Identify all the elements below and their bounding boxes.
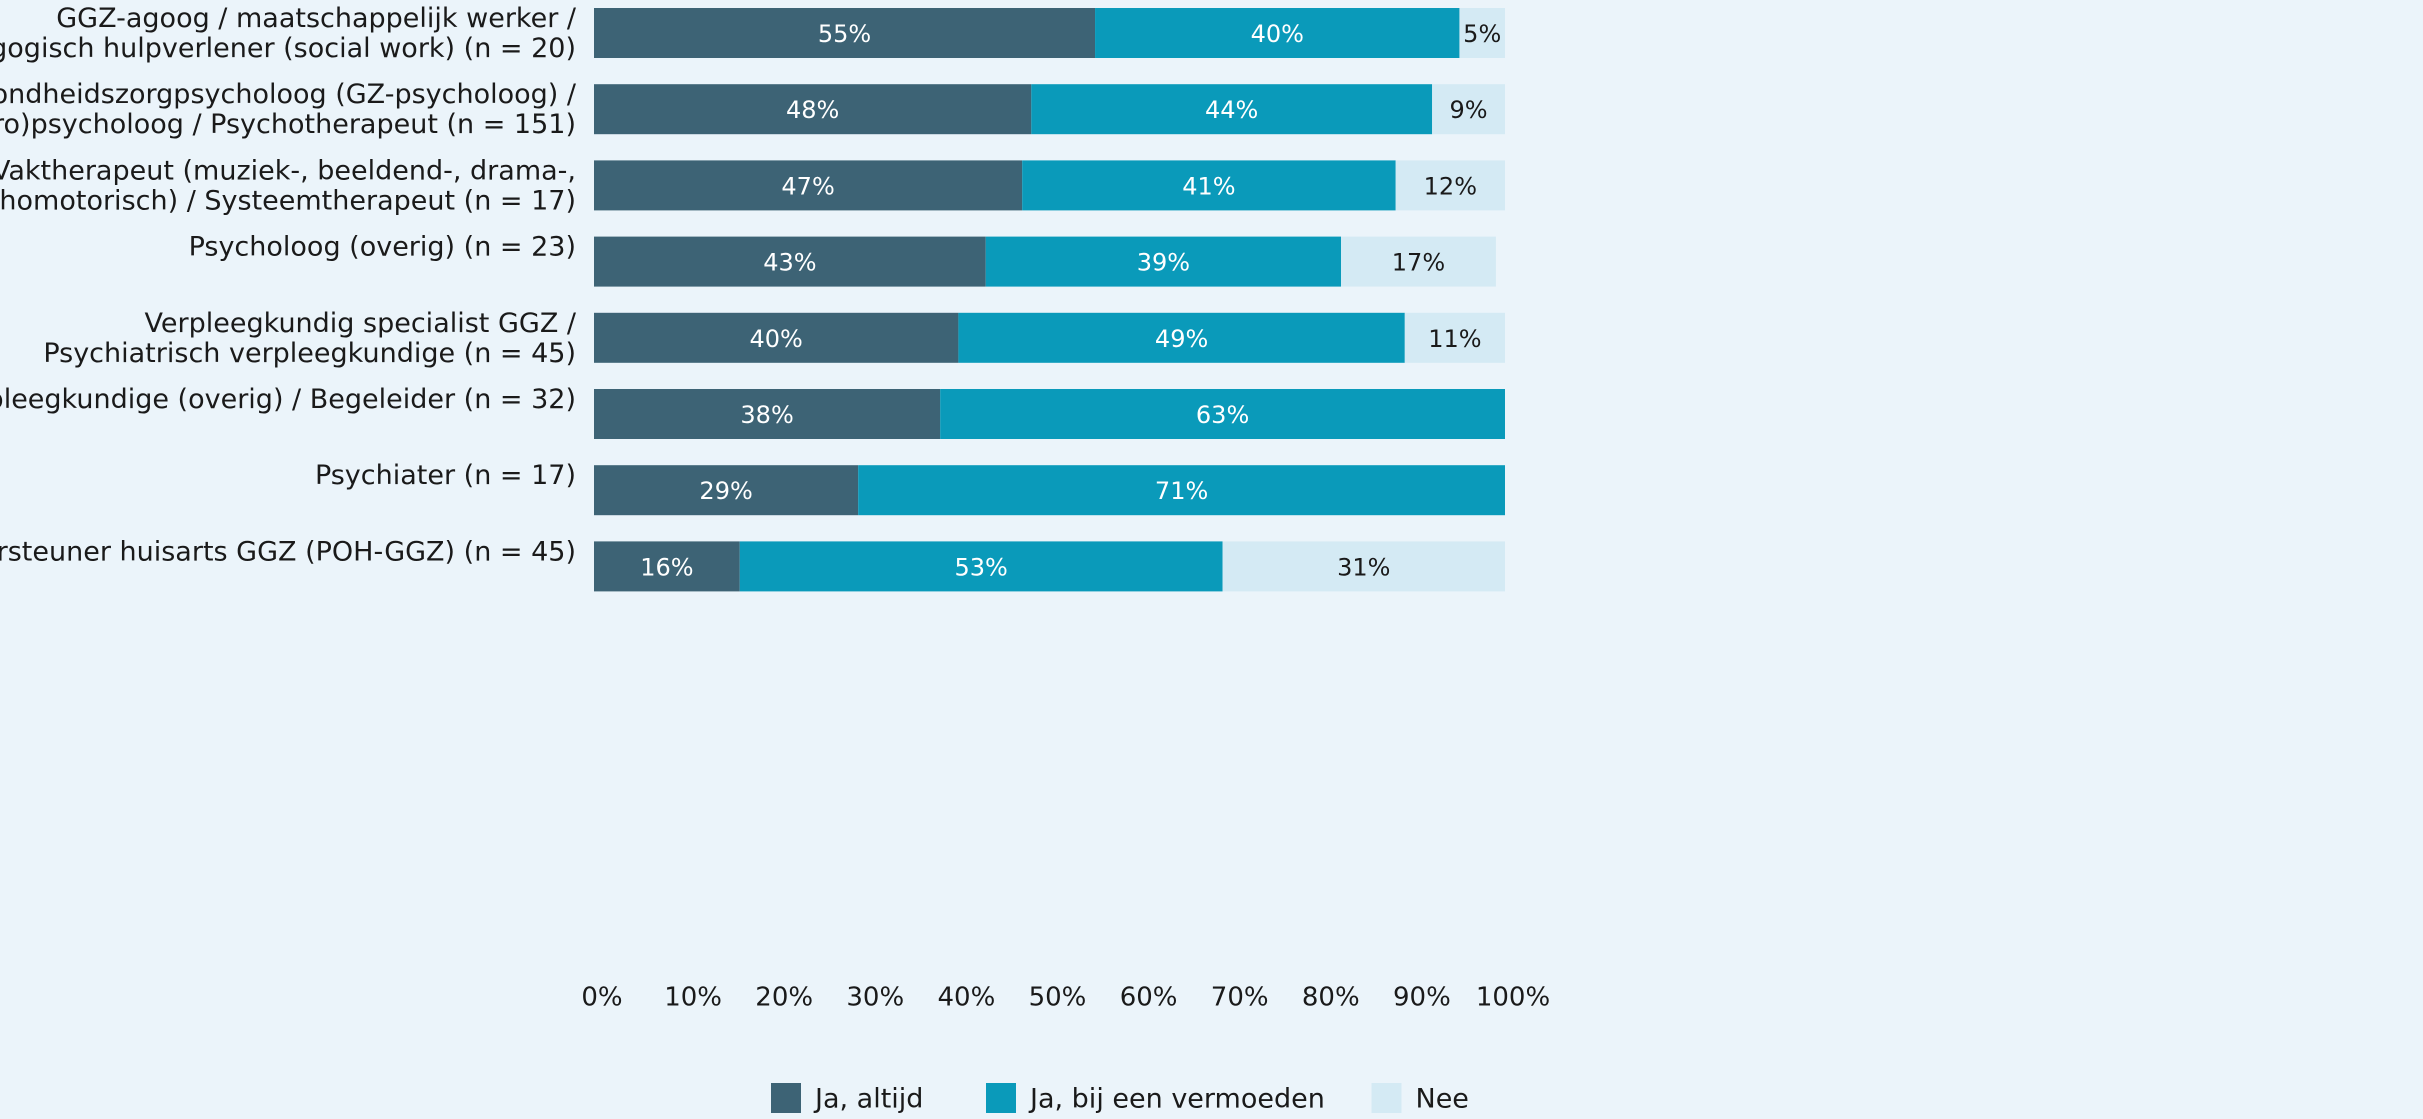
x-tick-label: 40% bbox=[938, 983, 996, 1013]
x-tick-label: 90% bbox=[1393, 983, 1451, 1013]
x-tick-label: 20% bbox=[755, 983, 813, 1013]
x-tick-label: 0% bbox=[581, 983, 622, 1013]
bar-segment bbox=[594, 160, 1023, 211]
bar-segment bbox=[594, 465, 859, 516]
legend-swatch bbox=[1371, 1083, 1402, 1113]
bar-segment bbox=[594, 236, 986, 287]
bar-segment bbox=[1459, 8, 1505, 58]
x-tick-label: 60% bbox=[1120, 983, 1178, 1013]
bar-segment bbox=[594, 541, 740, 592]
value-label: 40% bbox=[1251, 20, 1304, 48]
category-label: Praktijkondersteuner huisarts GGZ (POH-G… bbox=[0, 536, 576, 567]
category-label: Vaktherapeut (muziek-, beeldend-, drama-… bbox=[0, 155, 576, 216]
bar-segment bbox=[1095, 8, 1460, 58]
value-label: 49% bbox=[1155, 325, 1208, 353]
value-label: 71% bbox=[1155, 477, 1208, 505]
bar-segment bbox=[1432, 84, 1505, 135]
category-label: Psycholoog (overig) (n = 23) bbox=[189, 231, 576, 262]
value-label: 63% bbox=[1196, 401, 1249, 429]
value-label: 55% bbox=[818, 20, 871, 48]
value-label: 29% bbox=[699, 477, 752, 505]
category-label: GGZ-agoog / maatschappelijk werker /Soci… bbox=[0, 3, 577, 64]
bar-segment bbox=[1031, 84, 1433, 135]
value-label: 16% bbox=[640, 553, 693, 581]
bar-segment bbox=[1222, 541, 1505, 592]
bar-segment bbox=[594, 84, 1032, 135]
value-label: 48% bbox=[786, 96, 839, 124]
category-label: Verpleegkundig specialist GGZ / Psychiatr… bbox=[43, 307, 577, 368]
x-tick-label: 70% bbox=[1211, 983, 1269, 1013]
x-tick-label: 80% bbox=[1302, 983, 1360, 1013]
value-label: 11% bbox=[1428, 325, 1481, 353]
category-label: Verpleegkundige (overig) / Begeleider (n… bbox=[0, 384, 576, 415]
bar-segment bbox=[1341, 236, 1496, 287]
bar-segment bbox=[940, 389, 1505, 439]
value-label: 44% bbox=[1205, 96, 1258, 124]
x-tick-label: 50% bbox=[1029, 983, 1087, 1013]
value-label: 41% bbox=[1182, 172, 1235, 200]
bar-segment bbox=[594, 312, 959, 363]
bar-segment bbox=[1395, 160, 1505, 211]
x-tick-label: 100% bbox=[1476, 983, 1550, 1013]
bar-segment bbox=[1022, 160, 1396, 211]
value-label: 12% bbox=[1424, 172, 1477, 200]
category-label: Gezondheidszorgpsycholoog (GZ-psycholoog… bbox=[0, 79, 577, 140]
value-label: 39% bbox=[1137, 249, 1190, 277]
legend-label: Nee bbox=[1416, 1084, 1469, 1115]
value-label: 38% bbox=[740, 401, 793, 429]
value-label: 5% bbox=[1463, 20, 1501, 48]
legend-label: Ja, altijd bbox=[813, 1084, 923, 1115]
x-tick-label: 10% bbox=[664, 983, 722, 1013]
bar-segment bbox=[1404, 312, 1505, 363]
value-label: 53% bbox=[955, 553, 1008, 581]
bar-segment bbox=[594, 8, 1096, 58]
bar-segment bbox=[958, 312, 1405, 363]
value-label: 17% bbox=[1392, 249, 1445, 277]
bar-segment bbox=[594, 389, 941, 439]
plot-area bbox=[594, 8, 1505, 592]
bar-segment bbox=[858, 465, 1505, 516]
bar-segment bbox=[739, 541, 1223, 592]
category-label: Psychiater (n = 17) bbox=[315, 460, 576, 491]
value-label: 40% bbox=[750, 325, 803, 353]
x-tick-label: 30% bbox=[846, 983, 904, 1013]
bar-segment bbox=[985, 236, 1342, 287]
legend-swatch bbox=[771, 1083, 801, 1113]
value-label: 31% bbox=[1337, 553, 1390, 581]
legend-label: Ja, bij een vermoeden bbox=[1028, 1084, 1325, 1115]
value-label: 43% bbox=[763, 249, 816, 277]
value-label: 47% bbox=[781, 172, 834, 200]
legend-swatch bbox=[986, 1083, 1016, 1113]
value-label: 9% bbox=[1450, 96, 1488, 124]
